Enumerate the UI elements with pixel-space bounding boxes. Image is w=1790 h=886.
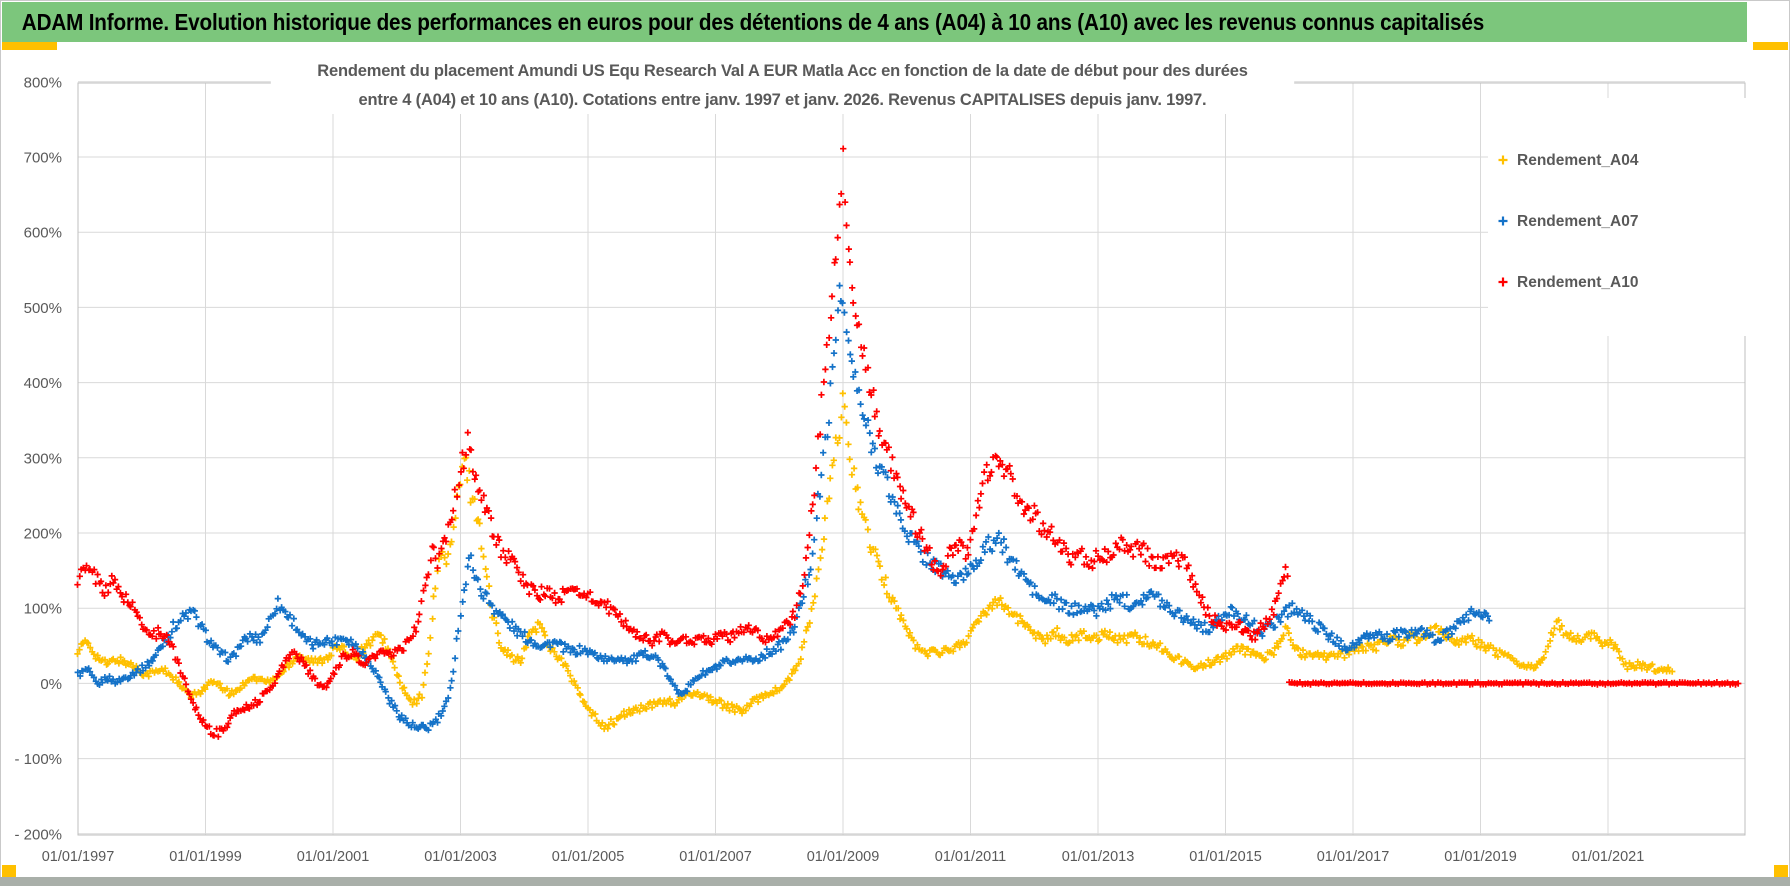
y-axis-label: 800% xyxy=(24,74,62,91)
report-header: ADAM Informe. Evolution historique des p… xyxy=(2,2,1747,42)
x-axis-label: 01/01/2011 xyxy=(935,849,1007,865)
series-points-rendement_a04 xyxy=(74,390,1676,733)
legend-label: Rendement_A07 xyxy=(1517,213,1638,230)
series-points-rendement_a07 xyxy=(74,282,1493,734)
y-axis-label: 300% xyxy=(24,450,62,467)
y-axis-label: 100% xyxy=(24,601,62,618)
grid-lines xyxy=(77,81,1745,835)
y-axis-label: 400% xyxy=(24,375,62,392)
y-axis-label: 200% xyxy=(24,526,62,543)
x-axis-label: 01/01/2001 xyxy=(297,849,370,865)
y-axis-labels: 800% 700% 600% 500% 400% 300% 200% 100% 0% - 100%… xyxy=(14,74,62,843)
x-axis-label: 01/01/1997 xyxy=(42,849,115,865)
y-axis-label: - 100% xyxy=(14,751,62,768)
series-points-rendement_a10 xyxy=(74,145,1291,740)
legend-item-rendement_a04[interactable]: Rendement_A04 xyxy=(1498,152,1639,169)
x-axis-label: 01/01/2019 xyxy=(1444,849,1517,865)
legend-marker-plus-icon xyxy=(1498,277,1508,287)
legend-marker-plus-icon xyxy=(1498,216,1508,226)
x-axis-label: 01/01/2009 xyxy=(807,849,880,865)
series-flat-zero-points xyxy=(1286,679,1742,688)
legend-marker-plus-icon xyxy=(1498,155,1508,165)
y-axis-label: 700% xyxy=(24,150,62,167)
x-axis-label: 01/01/2005 xyxy=(552,849,625,865)
x-axis-label: 01/01/2013 xyxy=(1062,849,1135,865)
y-axis-label: 0% xyxy=(40,676,62,693)
chart-title-line1: Rendement du placement Amundi US Equ Res… xyxy=(317,61,1248,80)
x-axis-label: 01/01/2017 xyxy=(1317,849,1390,865)
gold-corner-bottom-right xyxy=(1774,865,1788,877)
chart-title: Rendement du placement Amundi US Equ Res… xyxy=(270,56,1295,114)
gold-accent-tab-left xyxy=(2,42,57,50)
legend-item-rendement_a10[interactable]: Rendement_A10 xyxy=(1498,274,1639,291)
chart-title-line2: entre 4 (A04) et 10 ans (A10). Cotations… xyxy=(358,90,1207,109)
x-axis-label: 01/01/2015 xyxy=(1189,849,1262,865)
y-axis-label: 600% xyxy=(24,225,62,242)
footer-bar xyxy=(0,877,1790,886)
gold-accent-tab-right xyxy=(1753,42,1788,50)
x-axis-labels: 01/01/1997 01/01/1999 01/01/2001 01/01/2003… xyxy=(42,849,1645,865)
y-axis-label: 500% xyxy=(24,300,62,317)
y-axis-label: - 200% xyxy=(14,826,62,843)
chart-legend: Rendement_A04 Rendement_A07 Rendement_A10 xyxy=(1488,98,1787,336)
x-axis-label: 01/01/1999 xyxy=(169,849,242,865)
x-axis-label: 01/01/2003 xyxy=(424,849,497,865)
legend-label: Rendement_A10 xyxy=(1517,274,1638,291)
x-axis-label: 01/01/2007 xyxy=(679,849,752,865)
legend-item-rendement_a07[interactable]: Rendement_A07 xyxy=(1498,213,1639,230)
report-header-title: ADAM Informe. Evolution historique des p… xyxy=(21,8,1485,35)
gold-corner-bottom-left xyxy=(2,865,16,877)
x-axis-label: 01/01/2021 xyxy=(1572,849,1645,865)
legend-background xyxy=(1488,98,1787,336)
legend-label: Rendement_A04 xyxy=(1517,152,1639,169)
